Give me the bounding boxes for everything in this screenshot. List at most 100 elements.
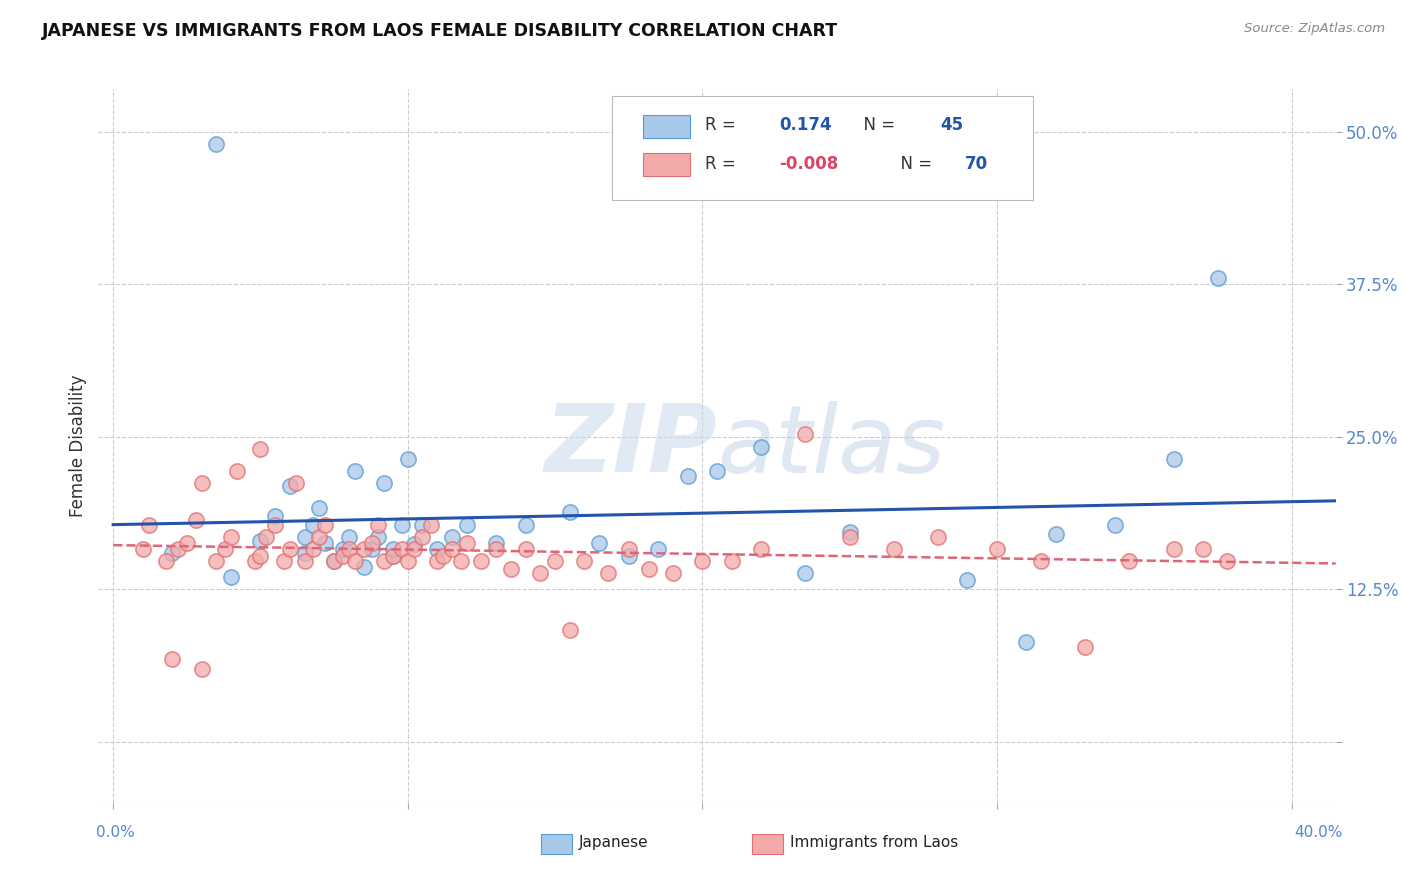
Point [749, 440, 772, 454]
Text: ZIP: ZIP [544, 400, 717, 492]
Point [382, 542, 405, 557]
Point [838, 524, 860, 539]
Point [155, 554, 177, 568]
Point [794, 427, 817, 442]
Point [426, 542, 449, 557]
Point [219, 530, 242, 544]
Point [617, 542, 640, 557]
Point [1163, 542, 1185, 557]
Text: N =: N = [890, 155, 938, 173]
Point [278, 478, 301, 492]
Point [332, 542, 354, 557]
Point [190, 662, 212, 676]
Point [706, 464, 728, 478]
Point [426, 554, 449, 568]
Point [1192, 542, 1215, 557]
Point [294, 546, 316, 560]
Point [284, 476, 307, 491]
Point [373, 554, 395, 568]
Point [647, 542, 669, 557]
Point [432, 549, 454, 564]
Point [692, 554, 714, 568]
Point [138, 517, 160, 532]
Point [485, 536, 508, 550]
Point [456, 536, 478, 550]
Point [402, 537, 425, 551]
Point [382, 549, 405, 564]
Text: -0.008: -0.008 [779, 155, 838, 173]
Text: Japanese: Japanese [579, 836, 650, 850]
Point [243, 554, 266, 568]
Point [1215, 554, 1237, 568]
Point [450, 554, 472, 568]
Point [373, 476, 395, 491]
Point [254, 530, 277, 544]
Text: Source: ZipAtlas.com: Source: ZipAtlas.com [1244, 22, 1385, 36]
Text: 70: 70 [965, 155, 987, 173]
Text: Immigrants from Laos: Immigrants from Laos [790, 836, 959, 850]
Point [411, 530, 433, 544]
Point [440, 530, 463, 544]
Point [956, 573, 979, 587]
FancyBboxPatch shape [612, 96, 1032, 200]
Point [361, 542, 384, 557]
Point [1015, 634, 1038, 648]
Point [396, 451, 419, 466]
Point [1118, 554, 1140, 568]
Text: atlas: atlas [717, 401, 945, 491]
Point [1045, 527, 1067, 541]
Point [131, 542, 153, 557]
Point [749, 542, 772, 557]
Point [294, 530, 316, 544]
Point [499, 561, 522, 575]
Point [396, 554, 419, 568]
Point [167, 542, 190, 557]
Bar [643, 115, 690, 137]
Point [367, 530, 389, 544]
Point [249, 533, 271, 548]
Point [529, 566, 551, 581]
Point [264, 517, 287, 532]
Text: R =: R = [704, 155, 741, 173]
Point [302, 542, 325, 557]
Point [574, 554, 596, 568]
Point [337, 530, 360, 544]
Point [794, 566, 817, 581]
Point [264, 509, 287, 524]
Point [353, 560, 375, 574]
Point [588, 536, 610, 550]
Point [1074, 640, 1097, 654]
Point [515, 517, 537, 532]
Point [544, 554, 567, 568]
Point [638, 561, 661, 575]
Point [314, 536, 336, 550]
Point [558, 623, 581, 637]
Point [343, 464, 366, 478]
Point [225, 464, 247, 478]
Text: JAPANESE VS IMMIGRANTS FROM LAOS FEMALE DISABILITY CORRELATION CHART: JAPANESE VS IMMIGRANTS FROM LAOS FEMALE … [42, 22, 838, 40]
Point [308, 530, 330, 544]
Text: 0.0%: 0.0% [96, 825, 135, 840]
Point [184, 513, 207, 527]
Point [205, 137, 228, 152]
Point [470, 554, 492, 568]
Point [176, 536, 198, 550]
Point [456, 517, 478, 532]
Text: N =: N = [853, 116, 900, 134]
Text: 40.0%: 40.0% [1295, 825, 1343, 840]
Point [314, 517, 336, 532]
Point [294, 554, 316, 568]
Point [515, 542, 537, 557]
Point [838, 530, 860, 544]
Bar [643, 153, 690, 177]
Point [323, 554, 346, 568]
Point [205, 554, 228, 568]
Point [343, 554, 366, 568]
Point [160, 546, 183, 560]
Point [337, 542, 360, 557]
Point [391, 542, 413, 557]
Text: 0.174: 0.174 [779, 116, 831, 134]
Point [302, 517, 325, 532]
Text: R =: R = [704, 116, 741, 134]
Point [1163, 451, 1185, 466]
